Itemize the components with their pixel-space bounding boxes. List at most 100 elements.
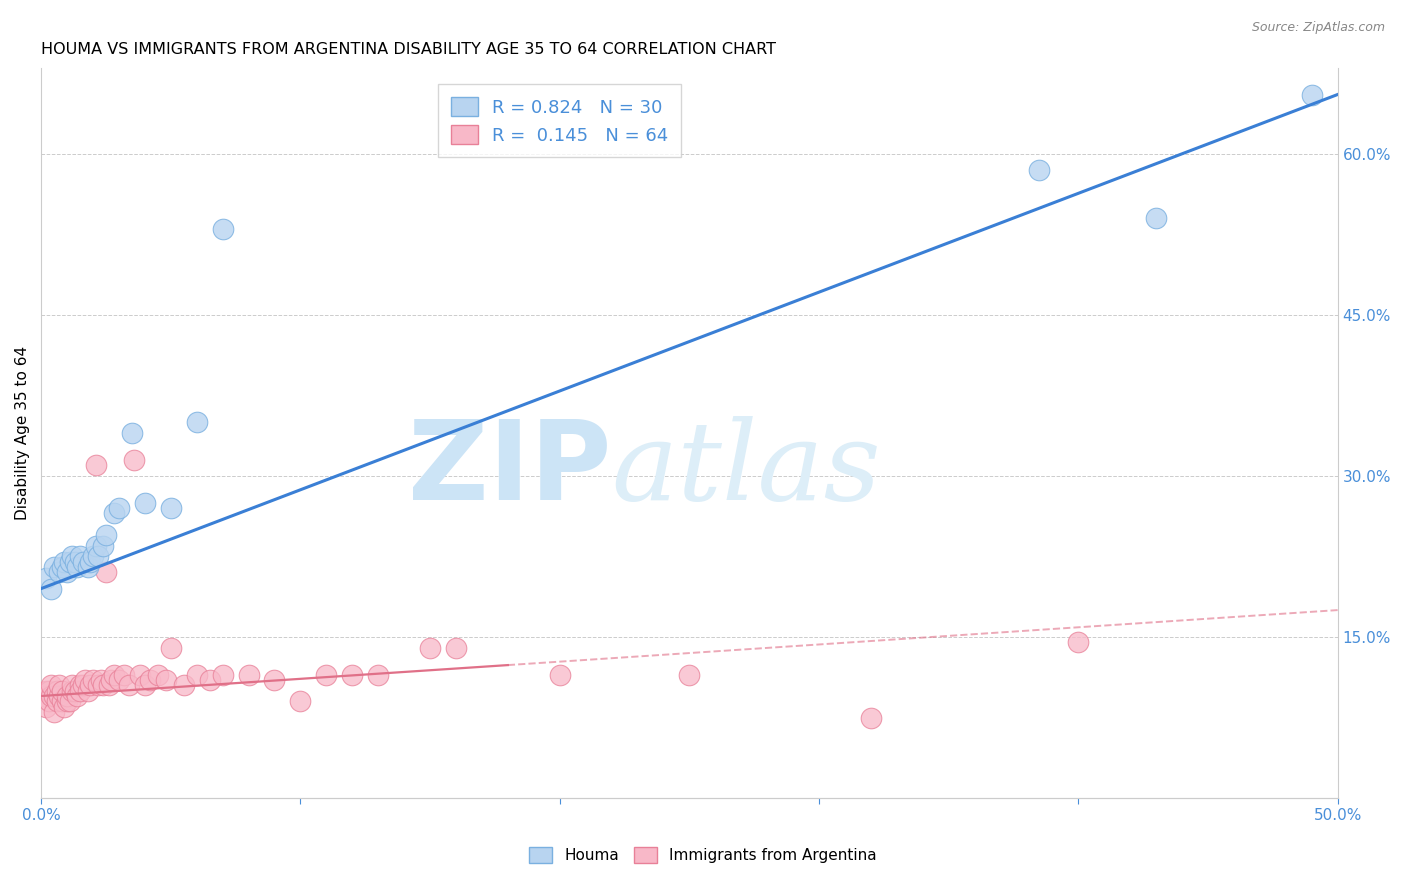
Point	[51, 560, 73, 574]
Point	[100, 673, 122, 687]
Y-axis label: Disability Age 35 to 64: Disability Age 35 to 64	[15, 346, 30, 520]
Point	[419, 640, 441, 655]
Point	[79, 555, 101, 569]
Point	[41, 678, 63, 692]
Point	[59, 694, 82, 708]
Point	[42, 560, 65, 574]
Point	[60, 549, 83, 564]
Point	[69, 549, 91, 564]
Point	[173, 678, 195, 692]
Point	[66, 560, 89, 574]
Point	[45, 683, 67, 698]
Point	[45, 694, 67, 708]
Point	[678, 667, 700, 681]
Point	[84, 539, 107, 553]
Point	[38, 694, 60, 708]
Point	[76, 560, 98, 574]
Point	[66, 689, 89, 703]
Point	[186, 667, 208, 681]
Point	[1028, 162, 1050, 177]
Point	[87, 549, 110, 564]
Point	[444, 640, 467, 655]
Point	[238, 667, 260, 681]
Point	[159, 640, 181, 655]
Point	[290, 694, 312, 708]
Point	[859, 710, 882, 724]
Point	[159, 501, 181, 516]
Point	[69, 678, 91, 692]
Point	[51, 683, 73, 698]
Point	[128, 667, 150, 681]
Text: HOUMA VS IMMIGRANTS FROM ARGENTINA DISABILITY AGE 35 TO 64 CORRELATION CHART: HOUMA VS IMMIGRANTS FROM ARGENTINA DISAB…	[41, 42, 776, 57]
Point	[93, 678, 115, 692]
Point	[63, 683, 86, 698]
Point	[103, 507, 125, 521]
Point	[72, 555, 94, 569]
Point	[342, 667, 364, 681]
Point	[56, 689, 79, 703]
Point	[146, 667, 169, 681]
Point	[134, 678, 156, 692]
Point	[41, 582, 63, 596]
Point	[108, 673, 131, 687]
Point	[76, 683, 98, 698]
Point	[35, 571, 58, 585]
Legend: R = 0.824   N = 30, R =  0.145   N = 64: R = 0.824 N = 30, R = 0.145 N = 64	[439, 84, 682, 157]
Point	[124, 452, 146, 467]
Point	[103, 667, 125, 681]
Point	[53, 555, 76, 569]
Point	[35, 699, 58, 714]
Point	[41, 689, 63, 703]
Point	[367, 667, 389, 681]
Text: ZIP: ZIP	[408, 416, 612, 523]
Point	[38, 683, 60, 698]
Point	[51, 694, 73, 708]
Point	[139, 673, 162, 687]
Point	[186, 415, 208, 429]
Point	[82, 673, 104, 687]
Point	[93, 539, 115, 553]
Point	[59, 555, 82, 569]
Point	[263, 673, 285, 687]
Point	[75, 673, 97, 687]
Text: atlas: atlas	[612, 416, 882, 523]
Point	[134, 496, 156, 510]
Point	[112, 667, 135, 681]
Point	[1301, 87, 1323, 102]
Point	[315, 667, 337, 681]
Point	[63, 555, 86, 569]
Point	[60, 678, 83, 692]
Point	[32, 689, 55, 703]
Point	[97, 678, 120, 692]
Point	[94, 566, 117, 580]
Point	[53, 699, 76, 714]
Point	[84, 458, 107, 472]
Point	[82, 549, 104, 564]
Point	[1144, 211, 1167, 225]
Point	[35, 683, 58, 698]
Point	[60, 683, 83, 698]
Point	[94, 528, 117, 542]
Point	[42, 689, 65, 703]
Text: Source: ZipAtlas.com: Source: ZipAtlas.com	[1251, 21, 1385, 34]
Point	[1067, 635, 1090, 649]
Point	[69, 683, 91, 698]
Point	[56, 694, 79, 708]
Point	[79, 678, 101, 692]
Point	[198, 673, 221, 687]
Point	[90, 673, 112, 687]
Point	[48, 678, 70, 692]
Point	[72, 678, 94, 692]
Point	[48, 566, 70, 580]
Point	[42, 705, 65, 719]
Point	[548, 667, 571, 681]
Point	[211, 221, 233, 235]
Point	[121, 425, 143, 440]
Point	[87, 678, 110, 692]
Point	[211, 667, 233, 681]
Point	[155, 673, 177, 687]
Point	[108, 501, 131, 516]
Legend: Houma, Immigrants from Argentina: Houma, Immigrants from Argentina	[522, 839, 884, 871]
Point	[56, 566, 79, 580]
Point	[118, 678, 141, 692]
